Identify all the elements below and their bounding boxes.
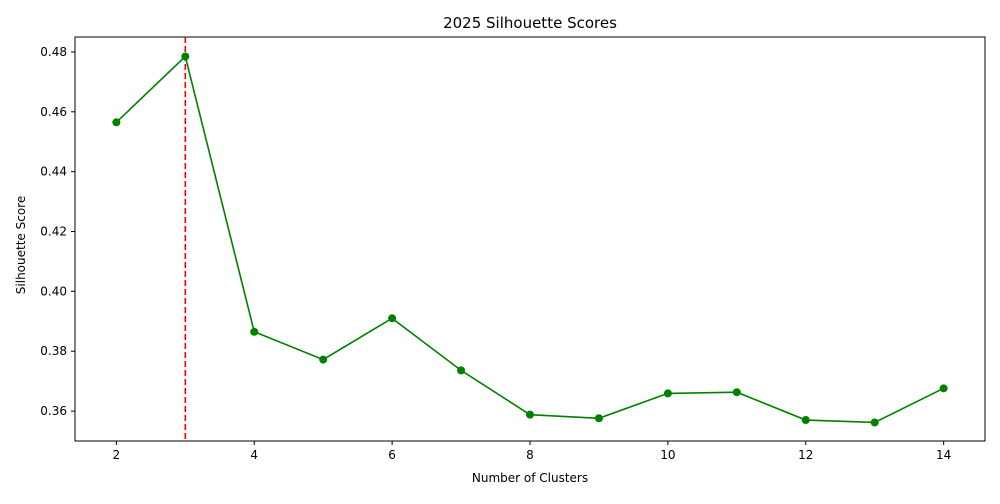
data-point (870, 418, 879, 427)
y-tick-label: 0.44 (40, 165, 67, 179)
y-tick-label: 0.46 (40, 105, 67, 119)
y-tick-label: 0.40 (40, 284, 67, 298)
data-point (526, 410, 534, 419)
data-point (732, 388, 741, 397)
data-point (181, 52, 190, 61)
x-tick-label: 12 (798, 448, 813, 462)
x-tick-label: 14 (936, 448, 951, 462)
data-point (319, 355, 328, 364)
x-tick-label: 8 (526, 448, 534, 462)
y-tick-label: 0.38 (40, 344, 67, 358)
data-point (939, 384, 948, 393)
y-tick-label: 0.36 (40, 404, 67, 418)
x-tick-label: 10 (660, 448, 675, 462)
data-point (388, 314, 397, 323)
data-point (112, 118, 121, 127)
y-tick-label: 0.48 (40, 45, 67, 59)
x-tick-label: 4 (250, 448, 258, 462)
plot-area: 2 4 6 8 10 12 14 0.36 0.38 0.40 0.42 0.44 0.46 0.48 (40, 36, 986, 462)
x-axis-label: Number of Clusters (472, 471, 588, 485)
y-axis-label: Silhouette Score (14, 196, 28, 294)
x-tick-label: 6 (388, 448, 396, 462)
data-point (457, 366, 466, 375)
y-tick-label: 0.42 (40, 225, 67, 239)
data-point (594, 414, 603, 423)
data-point (250, 327, 259, 336)
data-point (801, 416, 810, 425)
x-tick-label: 2 (113, 448, 121, 462)
data-point (663, 389, 672, 398)
axes-frame (74, 36, 986, 442)
chart-title: 2025 Silhouette Scores (443, 14, 617, 32)
series-line (115, 54, 944, 424)
